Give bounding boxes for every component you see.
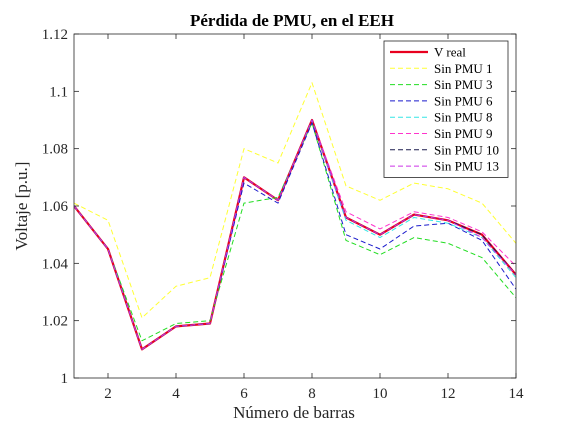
y-tick-label-3: 1.04 [42,256,69,272]
x-axis-label: Número de barras [233,403,355,422]
legend-label-8: Sin PMU 13 [434,159,499,174]
y-tick-label-4: 1.06 [42,199,69,215]
x-tick-label-4: 8 [308,386,316,402]
legend-label-2: Sin PMU 1 [434,61,493,76]
x-tick-label-7: 14 [509,386,525,402]
series-line-4 [74,122,516,350]
plot-area [74,82,516,351]
series-line-2 [74,82,516,319]
series-group [74,82,516,351]
y-axis-label: Voltaje [p.u.] [12,162,31,251]
x-tick-label-5: 10 [373,386,388,402]
legend-label-1: V real [434,45,466,60]
series-line-3 [74,122,516,342]
y-tick-label-5: 1.08 [42,142,68,158]
legend-label-6: Sin PMU 9 [434,126,493,141]
x-tick-label-2: 4 [172,386,180,402]
x-tick-label-6: 12 [441,386,456,402]
y-tick-label-6: 1.1 [49,84,68,100]
series-line-6 [74,119,516,350]
x-tick-label-1: 2 [104,386,112,402]
axes: 2 4 6 8 10 12 14 1 1.02 1.04 1.06 1.08 1.1 1.12 [42,27,524,402]
legend-label-7: Sin PMU 10 [434,142,499,157]
y-tick-label-7: 1.12 [42,27,68,43]
legend-box [383,40,509,178]
chart-title: Pérdida de PMU, en el EEH [190,11,394,30]
legend-label-3: Sin PMU 3 [434,77,493,92]
legend-label-4: Sin PMU 6 [434,93,493,108]
x-tick-label-3: 6 [240,386,248,402]
y-tick-label-2: 1.02 [42,314,68,330]
legend-label-5: Sin PMU 8 [434,110,493,125]
y-tick-label-1: 1 [61,371,69,387]
series-line-8 [74,119,516,350]
